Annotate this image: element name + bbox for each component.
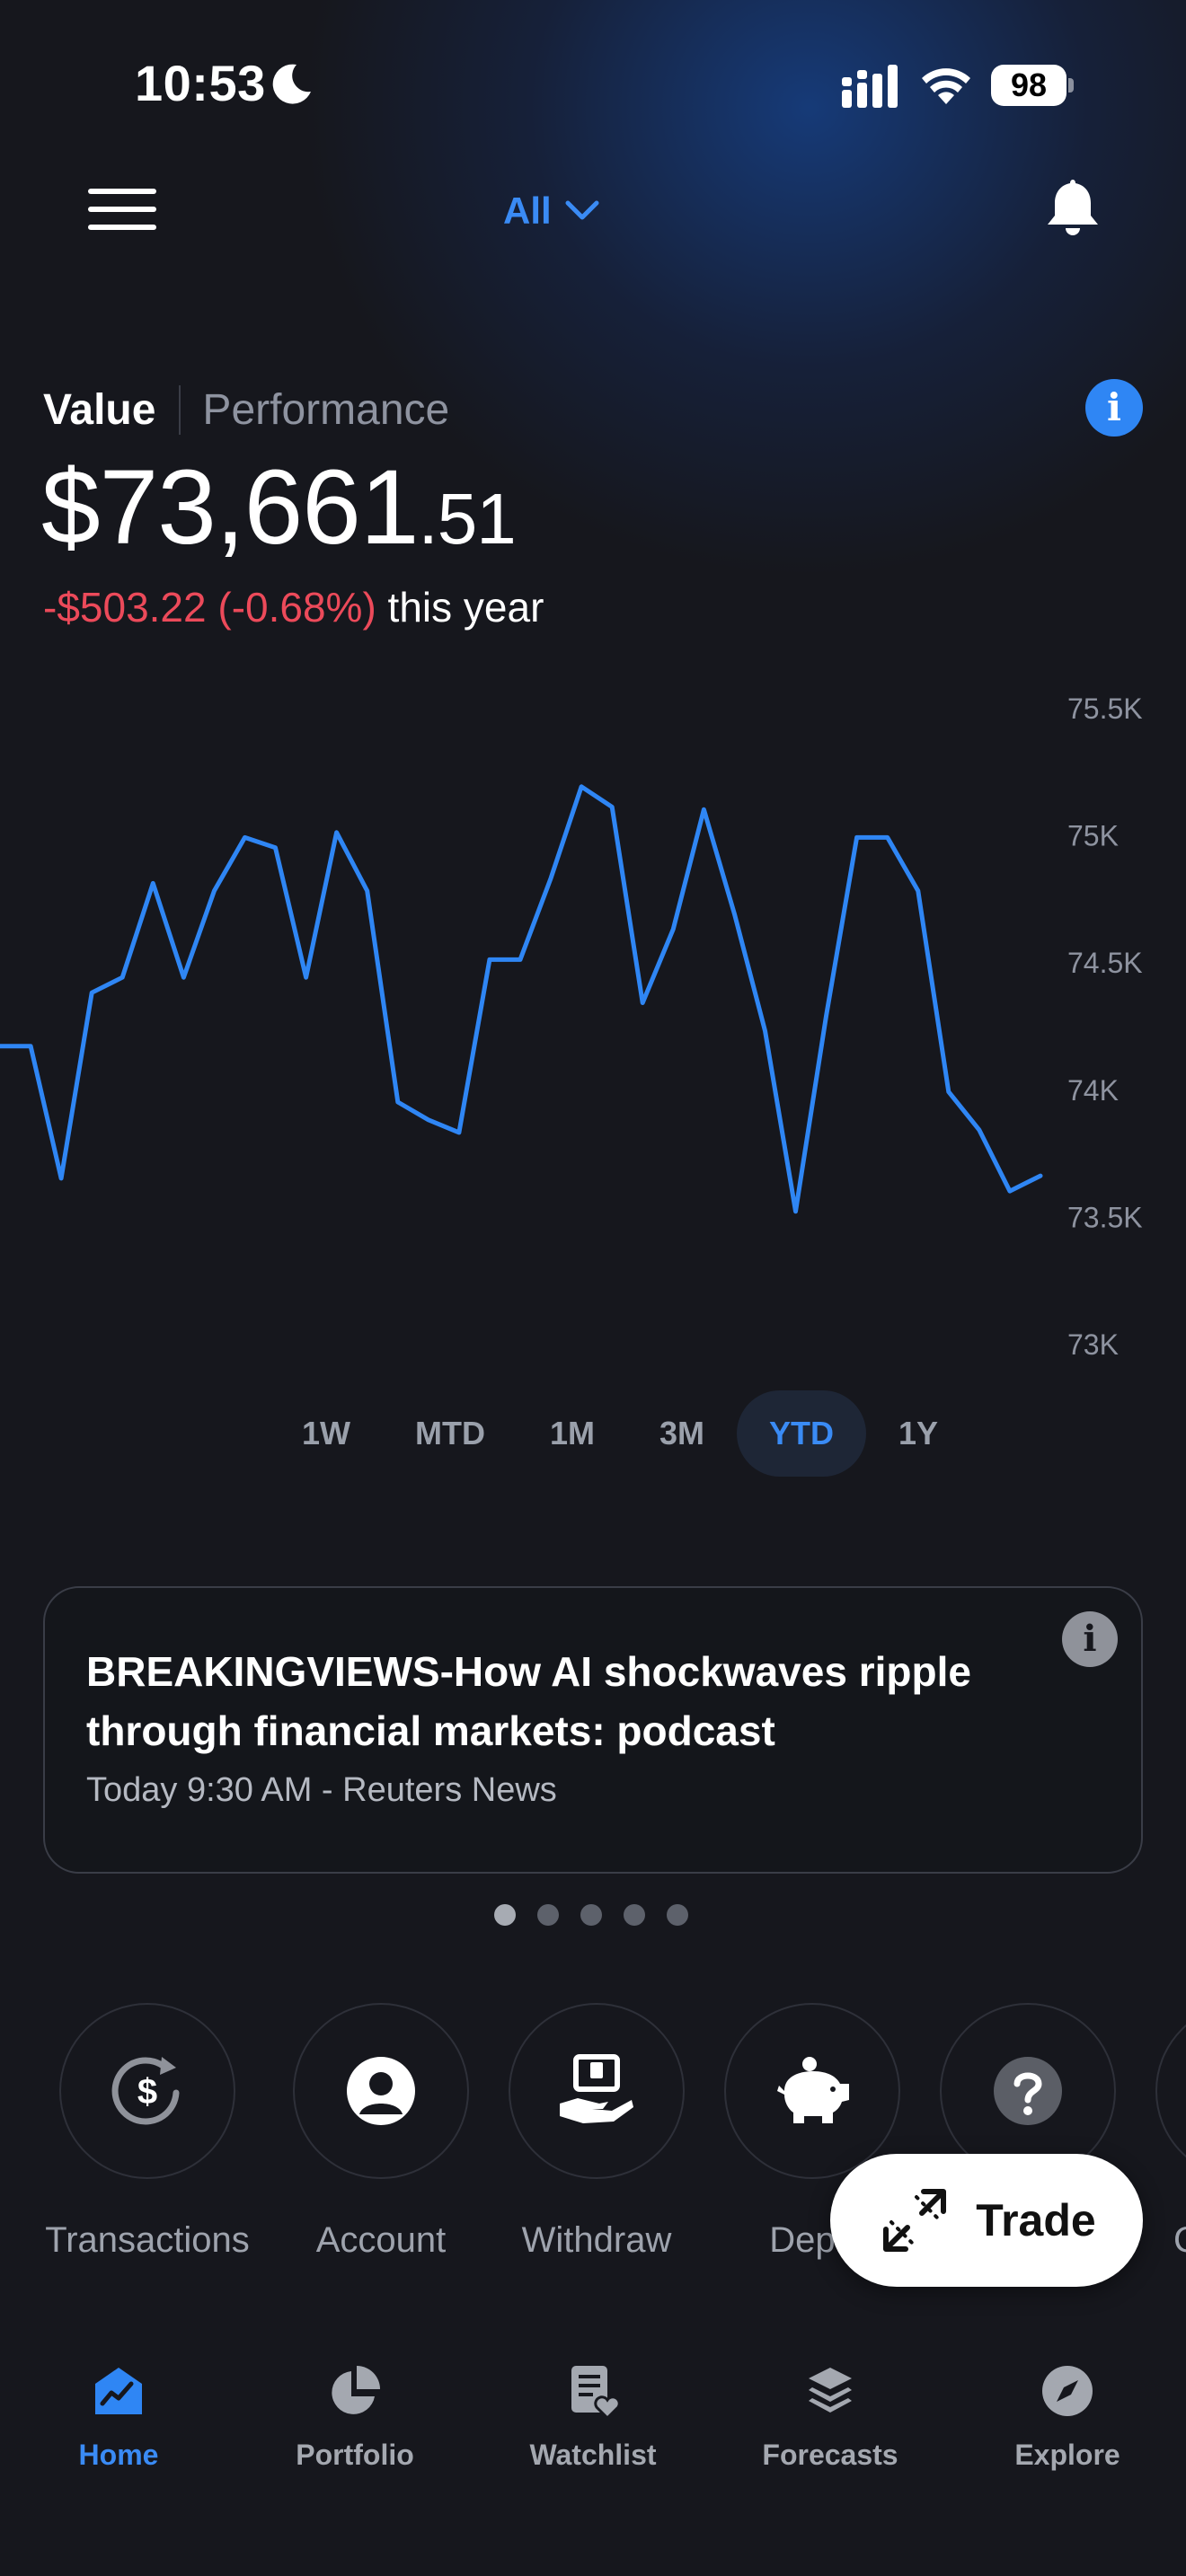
account-circle: [293, 2003, 469, 2179]
bottom-nav: Home Portfolio Watchlist: [0, 2335, 1186, 2576]
range-tab-1w[interactable]: 1W: [302, 1415, 350, 1451]
carousel-dot[interactable]: [580, 1904, 602, 1926]
change-period: this year: [387, 584, 544, 631]
range-tab-1m[interactable]: 1M: [549, 1415, 595, 1451]
y-tick-label: 75.5K: [1067, 693, 1143, 725]
menu-line: [88, 225, 156, 230]
battery-cap: [1068, 78, 1074, 93]
nav-forecasts-label: Forecasts: [762, 2439, 898, 2471]
info-icon[interactable]: i: [1062, 1611, 1118, 1667]
balance-change: -$503.22 (-0.68%) this year: [43, 580, 544, 634]
more-action-button[interactable]: [1155, 2003, 1186, 2179]
layers-icon: [809, 2368, 852, 2413]
range-tab-3m[interactable]: 3M: [659, 1415, 705, 1451]
range-tab-mtd[interactable]: MTD: [415, 1415, 485, 1451]
carousel-pagination: [494, 1904, 710, 1926]
nav-portfolio[interactable]: Portfolio: [256, 2362, 454, 2472]
transactions-circle: $: [59, 2003, 235, 2179]
balance-cents: .51: [418, 479, 517, 559]
tab-performance[interactable]: Performance: [202, 385, 450, 434]
y-tick-label: 74K: [1067, 1074, 1119, 1107]
y-tick-label: 74.5K: [1067, 947, 1143, 979]
news-card[interactable]: BREAKINGVIEWS-How AI shockwaves ripple t…: [43, 1586, 1143, 1874]
moon-icon: [272, 64, 311, 104]
nav-portfolio-label: Portfolio: [296, 2439, 414, 2471]
bell-icon[interactable]: [1044, 176, 1102, 239]
carousel-dot[interactable]: [624, 1904, 645, 1926]
account-label: Account: [315, 2220, 447, 2260]
news-meta: Today 9:30 AM - Reuters News: [86, 1771, 557, 1809]
nav-watchlist-label: Watchlist: [529, 2439, 657, 2471]
compass-icon: [1042, 2366, 1093, 2416]
nav-forecasts[interactable]: Forecasts: [731, 2362, 929, 2472]
nav-explore-label: Explore: [1014, 2439, 1120, 2471]
menu-button[interactable]: [88, 180, 160, 234]
nav-home-label: Home: [78, 2439, 159, 2471]
watchlist-icon: [571, 2366, 621, 2421]
account-filter-label: All: [503, 190, 552, 232]
account-filter-dropdown[interactable]: All: [503, 184, 600, 238]
wifi-icon: [922, 68, 970, 104]
change-amount: -$503.22 (-0.68%): [43, 584, 376, 631]
svg-text:$: $: [137, 2072, 157, 2112]
value-line-chart[interactable]: 75.5K 75K 74.5K 74K 73.5K 73K: [0, 683, 1186, 1365]
battery-level: 98: [991, 65, 1067, 106]
account-balance: $73,661.51: [41, 448, 517, 578]
help-button[interactable]: [940, 2003, 1116, 2179]
user-icon: [347, 2057, 415, 2125]
cellular-signal-icon: [842, 65, 898, 108]
piggy-bank-icon: [777, 2057, 849, 2123]
withdraw-label: Withdraw: [521, 2220, 672, 2260]
transactions-button[interactable]: $ Transactions: [45, 2003, 250, 2260]
range-selector: 1W MTD 1M 3M YTD 1Y: [270, 1389, 970, 1478]
deposit-button[interactable]: Depo: [724, 2003, 900, 2260]
trade-arrows-icon: [883, 2189, 947, 2252]
help-circle: [940, 2003, 1116, 2179]
carousel-dot[interactable]: [667, 1904, 688, 1926]
home-chart-icon: [95, 2368, 142, 2414]
battery-indicator: 98: [991, 65, 1074, 106]
dollar-refresh-icon: $: [111, 2057, 180, 2125]
deposit-circle: [724, 2003, 900, 2179]
carousel-dot[interactable]: [494, 1904, 516, 1926]
status-bar: 10:53 98: [0, 0, 1186, 171]
trade-label: Trade: [976, 2195, 1096, 2245]
nav-explore[interactable]: Explore: [969, 2362, 1166, 2472]
y-tick-label: 73K: [1067, 1328, 1119, 1361]
y-tick-label: 73.5K: [1067, 1201, 1143, 1233]
trade-button[interactable]: Trade: [830, 2154, 1143, 2287]
y-tick-label: 75K: [1067, 820, 1119, 852]
info-icon[interactable]: i: [1085, 379, 1143, 437]
question-icon: [994, 2057, 1062, 2125]
menu-line: [88, 189, 156, 194]
withdraw-button[interactable]: Withdraw: [509, 2003, 685, 2260]
hand-cash-icon: [560, 2054, 633, 2123]
nav-home[interactable]: Home: [20, 2362, 217, 2472]
account-button[interactable]: Account: [293, 2003, 469, 2260]
status-time: 10:53: [135, 55, 266, 111]
balance-whole: $73,661: [41, 448, 420, 567]
summary-tabs: Value Performance: [43, 377, 449, 442]
more-action-label: C: [1173, 2220, 1186, 2261]
carousel-dot[interactable]: [537, 1904, 559, 1926]
range-tab-ytd[interactable]: YTD: [737, 1390, 867, 1477]
menu-line: [88, 207, 156, 212]
chevron-down-icon: [565, 200, 599, 220]
range-tab-1y[interactable]: 1Y: [898, 1415, 939, 1451]
transactions-label: Transactions: [45, 2220, 250, 2260]
tab-value[interactable]: Value: [43, 384, 181, 435]
withdraw-circle: [509, 2003, 685, 2179]
series-line: [0, 784, 1043, 1214]
news-title: BREAKINGVIEWS-How AI shockwaves ripple t…: [86, 1648, 971, 1754]
nav-watchlist[interactable]: Watchlist: [494, 2362, 692, 2472]
pie-chart-icon: [332, 2366, 380, 2414]
